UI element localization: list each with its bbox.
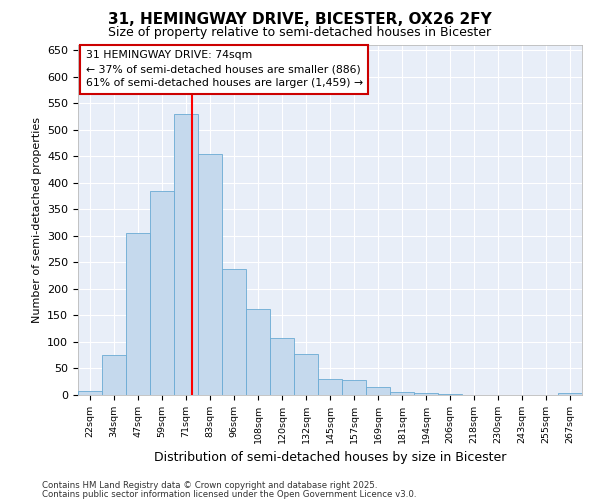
Bar [102,355,126,395]
Bar [294,354,318,395]
Text: Contains HM Land Registry data © Crown copyright and database right 2025.: Contains HM Land Registry data © Crown c… [42,481,377,490]
Bar [78,391,102,395]
Text: Contains public sector information licensed under the Open Government Licence v3: Contains public sector information licen… [42,490,416,499]
Y-axis label: Number of semi-detached properties: Number of semi-detached properties [32,117,41,323]
Bar [342,380,366,395]
Text: Size of property relative to semi-detached houses in Bicester: Size of property relative to semi-detach… [109,26,491,39]
Bar [150,191,174,395]
Bar [246,309,270,395]
Bar [414,393,438,395]
Bar [438,394,462,395]
X-axis label: Distribution of semi-detached houses by size in Bicester: Distribution of semi-detached houses by … [154,452,506,464]
Bar [558,393,582,395]
Bar [198,154,222,395]
Bar [126,234,150,395]
Bar [222,270,246,395]
Text: 31, HEMINGWAY DRIVE, BICESTER, OX26 2FY: 31, HEMINGWAY DRIVE, BICESTER, OX26 2FY [108,12,492,28]
Bar [318,379,342,395]
Text: 31 HEMINGWAY DRIVE: 74sqm
← 37% of semi-detached houses are smaller (886)
61% of: 31 HEMINGWAY DRIVE: 74sqm ← 37% of semi-… [86,50,362,88]
Bar [270,338,294,395]
Bar [174,114,198,395]
Bar [390,392,414,395]
Bar [366,387,390,395]
